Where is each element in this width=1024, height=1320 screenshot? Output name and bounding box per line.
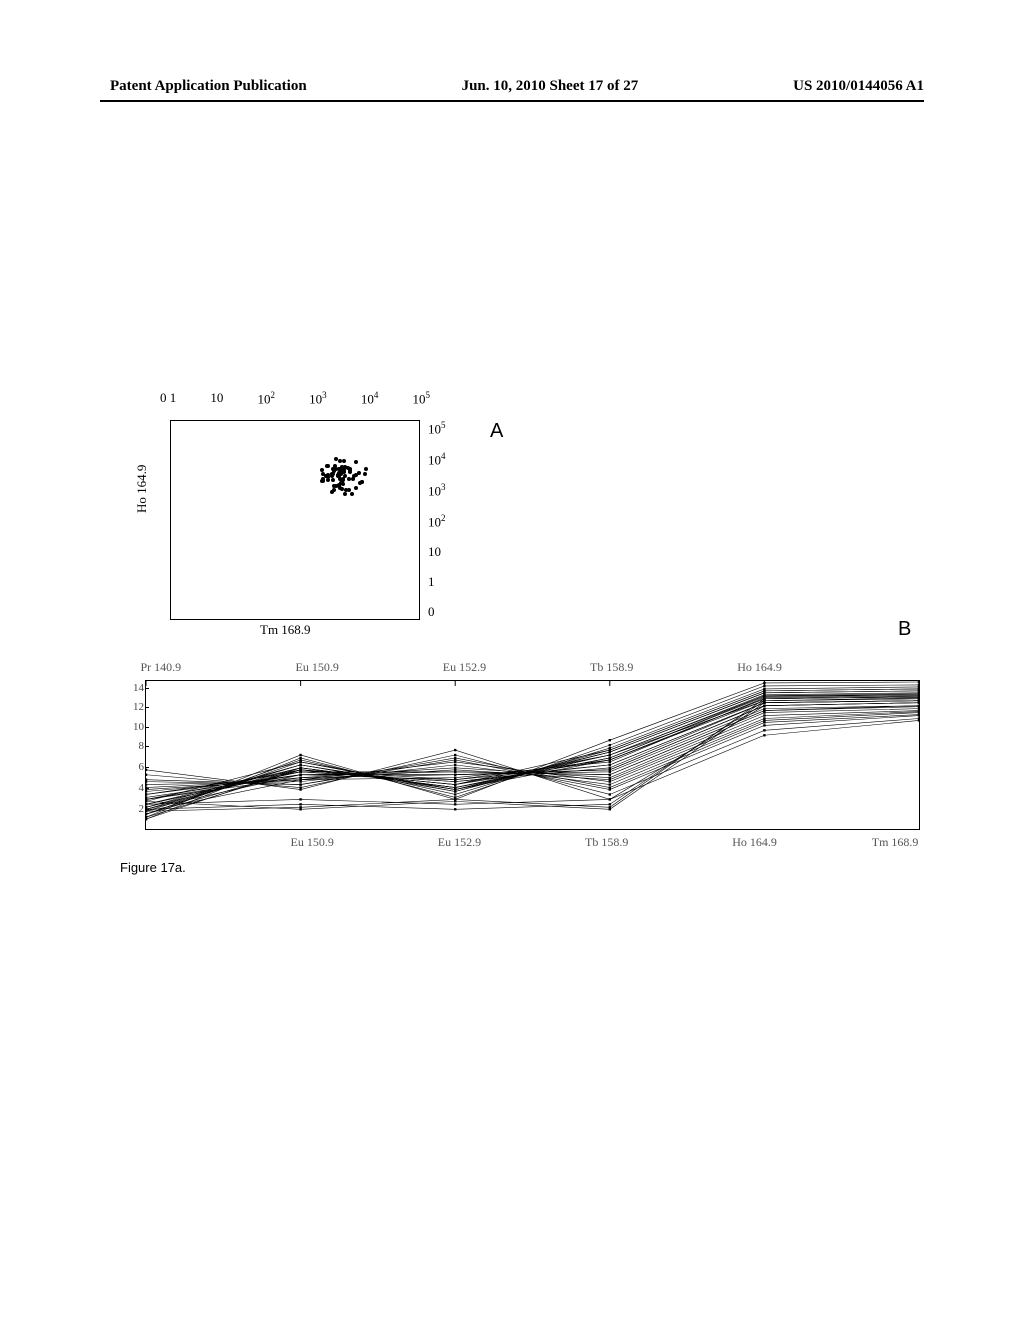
panel-label-b: B [898,618,911,641]
scatter-dot [363,472,367,476]
axis-label-top: Tb 158.9 [590,660,633,675]
panel-b-parallel: Pr 140.9 Eu 150.9 Eu 152.9 Tb 158.9 Ho 164.9… [120,660,920,850]
panel-a-ylabel: Ho 164.9 [134,465,150,513]
series-line [146,691,919,807]
scatter-dot [357,471,361,475]
xtick: 102 [258,390,276,407]
scatter-dot [343,492,347,496]
ytick: 1 [428,574,446,590]
xtick: 0 1 [160,390,176,407]
series-line [146,701,919,805]
panel-b-frame [145,680,920,830]
scatter-dot [354,460,358,464]
series-line [146,697,919,809]
parallel-lines-svg [146,681,919,829]
scatter-dot [332,484,336,488]
header-right: US 2010/0144056 A1 [793,78,924,95]
scatter-dot [332,488,336,492]
series-line [146,687,919,814]
ytick: 103 [428,482,446,499]
panel-a-frame [170,420,420,620]
scatter-dot [360,480,364,484]
series-line [146,701,919,805]
panel-a-scatter: 0 110102103104105 1051041031021010 Ho 16… [170,390,440,620]
page-header: Patent Application Publication Jun. 10, … [0,78,1024,95]
xtick: 10 [210,390,223,407]
scatter-dot [352,474,356,478]
axis-label-top: Ho 164.9 [737,660,782,675]
ytick-label: 12 [126,701,144,713]
scatter-dot [343,474,347,478]
panel-a-yticks: 1051041031021010 [428,420,446,620]
series-line [146,691,919,811]
scatter-dot [338,459,342,463]
ytick: 104 [428,451,446,468]
ytick-label: 2 [126,803,144,815]
axis-label-top: Eu 150.9 [296,660,339,675]
ytick-label: 14 [126,682,144,694]
ytick-label: 4 [126,782,144,794]
axis-label-bottom: Tb 158.9 [585,835,628,850]
scatter-dot [326,478,330,482]
axis-label-bottom: Ho 164.9 [732,835,777,850]
ytick: 0 [428,604,446,620]
scatter-dot [347,477,351,481]
scatter-dot [354,486,358,490]
scatter-dot [364,467,368,471]
scatter-cluster [316,453,371,498]
xtick: 104 [361,390,379,407]
header-center: Jun. 10, 2010 Sheet 17 of 27 [462,78,639,95]
ytick: 102 [428,513,446,530]
xtick: 103 [309,390,327,407]
header-rule [100,100,924,102]
series-line [146,698,919,802]
series-line [146,703,919,805]
axis-label-bottom: Eu 152.9 [438,835,481,850]
axis-label-top: Pr 140.9 [141,660,182,675]
figure-caption: Figure 17a. [120,860,186,875]
scatter-dot [326,464,330,468]
scatter-dot [331,478,335,482]
series-line [146,697,919,808]
axis-label-top: Eu 152.9 [443,660,486,675]
panel-a-xticks: 0 1 10 102 103 104 105 [160,390,430,407]
series-line [146,695,919,805]
series-line [146,697,919,811]
scatter-dot [342,459,346,463]
ytick: 105 [428,420,446,437]
series-line [146,699,919,814]
ytick-label: 8 [126,740,144,752]
scatter-dot [350,492,354,496]
panel-label-a: A [490,420,503,443]
header-left: Patent Application Publication [110,78,307,95]
ytick: 10 [428,544,446,560]
scatter-dot [337,483,341,487]
axis-label-bottom: Eu 150.9 [291,835,334,850]
series-line [146,696,919,811]
scatter-dot [330,472,334,476]
ytick-label: 6 [126,761,144,773]
series-line [146,693,919,809]
xtick: 105 [412,390,430,407]
axis-label-bottom: Tm 168.9 [872,835,919,850]
series-line [146,699,919,810]
scatter-dot [346,466,350,470]
series-line [146,694,919,809]
scatter-dot [339,469,343,473]
scatter-dot [336,473,340,477]
ytick-label: 10 [126,721,144,733]
panel-a-xlabel: Tm 168.9 [260,622,311,638]
